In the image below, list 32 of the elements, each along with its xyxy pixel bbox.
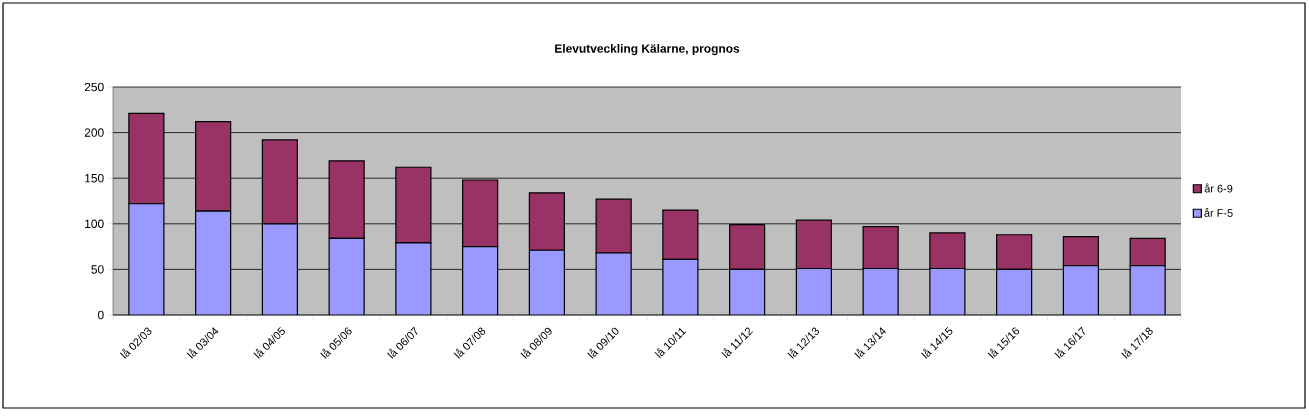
- y-tick-label: 0: [97, 310, 104, 320]
- legend-label: år 6-9: [1204, 183, 1233, 193]
- bar: [795, 219, 832, 270]
- chart-title: Elevutveckling Kälarne, prognos: [555, 43, 740, 56]
- bar: [328, 237, 365, 315]
- bar: [862, 225, 899, 270]
- bar: [1129, 265, 1166, 315]
- bar: [662, 209, 699, 260]
- legend-label: år F-5: [1204, 208, 1233, 217]
- bar: [729, 224, 766, 270]
- y-tick-label: 150: [85, 173, 104, 183]
- bar: [462, 246, 499, 315]
- bar: [1062, 265, 1099, 315]
- bar: [195, 210, 232, 315]
- bar: [862, 267, 899, 315]
- y-tick-label: 250: [84, 82, 104, 92]
- bar: [528, 249, 565, 315]
- bar: [996, 234, 1033, 270]
- y-tick-label: 50: [91, 265, 104, 274]
- bar: [729, 268, 766, 315]
- bar: [929, 232, 966, 270]
- y-tick-label: 100: [85, 219, 104, 229]
- bar: [996, 268, 1033, 315]
- bar: [261, 223, 298, 315]
- bar: [662, 258, 699, 315]
- bar: [1062, 235, 1099, 267]
- bar: [395, 242, 432, 315]
- bar: [795, 267, 832, 315]
- y-tick-label: 200: [84, 128, 104, 137]
- bar: [128, 203, 165, 315]
- bar: [929, 267, 966, 315]
- bar: [595, 252, 632, 315]
